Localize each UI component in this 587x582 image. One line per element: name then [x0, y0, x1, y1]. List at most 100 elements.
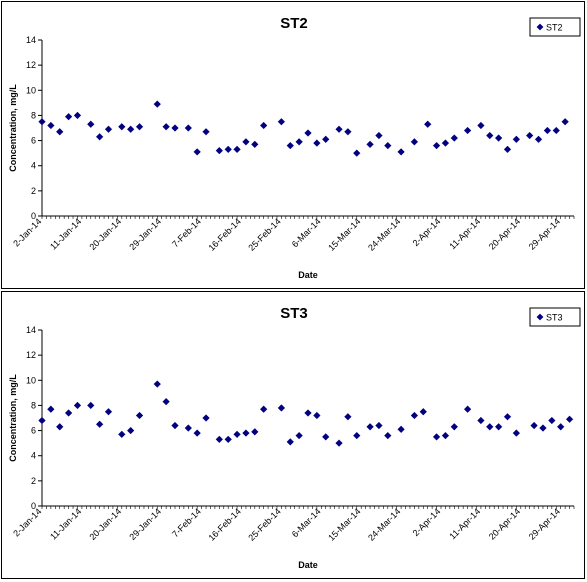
x-tick-label: 6-Mar-14 [290, 216, 323, 249]
x-tick-label: 16-Feb-14 [206, 216, 242, 252]
data-point [463, 405, 472, 413]
data-point [344, 413, 352, 421]
chart-svg: ST3 0 2 4 6 8 10 12 14 2-Jan-14 11-Jan-14 20-Jan-14… [8, 305, 581, 570]
x-tick-label: 16-Feb-14 [206, 506, 242, 542]
data-point [450, 423, 458, 431]
data-point [224, 145, 232, 154]
data-point [304, 409, 312, 417]
data-point [313, 139, 321, 147]
chart-title: ST2 [280, 15, 308, 32]
x-tick-label: 25-Feb-14 [246, 506, 282, 542]
chart-svg: ST2 0 2 4 6 8 10 12 14 2-Jan-14 11-Jan-14 20-Jan-14… [8, 15, 581, 280]
data-point [366, 423, 374, 431]
y-tick-label: 4 [31, 161, 36, 171]
data-point [64, 113, 73, 121]
data-point [503, 145, 512, 154]
x-tick-label: 11-Apr-14 [447, 216, 482, 251]
legend-box [529, 307, 581, 327]
y-tick-label: 6 [31, 426, 36, 436]
data-point [118, 123, 126, 131]
data-point [432, 141, 441, 150]
chart-panel-st3: ST3 0 2 4 6 8 10 12 14 2-Jan-14 11-Jan-14 20-Jan-14… [1, 291, 585, 579]
x-tick-label: 2-Jan-14 [11, 506, 43, 538]
y-tick-label: 12 [26, 60, 36, 70]
chart-panel-st2: ST2 0 2 4 6 8 10 12 14 2-Jan-14 11-Jan-14 20-Jan-14… [1, 1, 585, 289]
data-point [494, 423, 503, 431]
data-point [286, 438, 294, 446]
data-point [486, 131, 494, 140]
data-point [477, 121, 485, 130]
x-tick-label: 24-Mar-14 [366, 506, 402, 542]
data-point [242, 429, 250, 437]
y-tick-label: 12 [26, 350, 36, 360]
data-point [512, 135, 521, 143]
data-point [38, 118, 46, 126]
data-point [561, 118, 569, 126]
x-tick-label: 2-Apr-14 [411, 216, 443, 248]
x-tick-label: 2-Jan-14 [11, 216, 43, 248]
data-point [184, 124, 192, 132]
data-point [73, 111, 82, 120]
data-point [353, 431, 361, 440]
data-point [295, 138, 303, 146]
x-axis-title: Date [298, 560, 318, 570]
data-point [38, 416, 46, 425]
x-tick-label: 15-Mar-14 [326, 216, 362, 252]
y-tick-label: 4 [31, 451, 36, 461]
x-tick-label: 11-Apr-14 [447, 506, 482, 541]
data-point [335, 439, 343, 447]
data-point [295, 431, 303, 440]
x-tick-label: 15-Mar-14 [326, 506, 362, 542]
data-point [215, 435, 224, 444]
data-point [126, 426, 135, 435]
data-point [375, 421, 383, 430]
data-point [397, 425, 405, 433]
y-tick-label: 8 [31, 400, 36, 410]
data-point [384, 431, 392, 440]
data-point [259, 121, 268, 130]
y-tick-label: 2 [31, 476, 36, 486]
data-point [193, 148, 201, 156]
x-tick-label: 29-Apr-14 [527, 216, 562, 251]
data-point [251, 428, 259, 436]
data-point [233, 145, 241, 154]
data-point [410, 411, 419, 420]
x-tick-label: 7-Feb-14 [170, 216, 203, 249]
data-point [104, 125, 113, 133]
data-point [95, 133, 104, 141]
data-point [375, 131, 383, 140]
data-point [242, 138, 250, 146]
data-point [64, 409, 73, 417]
data-point [259, 405, 268, 413]
data-point [87, 401, 95, 410]
data-point [162, 397, 170, 406]
data-point [277, 404, 286, 412]
data-point [419, 408, 427, 416]
y-tick-label: 6 [31, 136, 36, 146]
data-point [126, 125, 135, 133]
y-axis-title: Concentration, mg/L [8, 374, 18, 462]
x-axis-title: Date [298, 270, 318, 280]
data-point [313, 411, 321, 420]
data-point [441, 431, 450, 440]
x-tick-label: 20-Apr-14 [487, 506, 522, 541]
x-tick-label: 11-Jan-14 [48, 216, 83, 251]
data-point [534, 135, 543, 143]
data-point [366, 140, 374, 149]
y-tick-label: 10 [26, 375, 36, 385]
data-point [184, 424, 192, 432]
legend-box [529, 17, 581, 37]
x-tick-label: 7-Feb-14 [170, 506, 203, 539]
data-point [251, 140, 259, 149]
data-point [73, 401, 82, 410]
data-point [95, 420, 104, 428]
y-tick-label: 14 [26, 35, 36, 45]
x-tick-label: 20-Jan-14 [87, 506, 123, 542]
data-point [56, 128, 64, 136]
data-point [153, 100, 161, 108]
data-point [463, 126, 472, 135]
data-point [47, 405, 55, 413]
data-point [233, 430, 241, 439]
x-tick-label: 29-Jan-14 [127, 506, 163, 542]
x-tick-label: 24-Mar-14 [366, 216, 402, 252]
